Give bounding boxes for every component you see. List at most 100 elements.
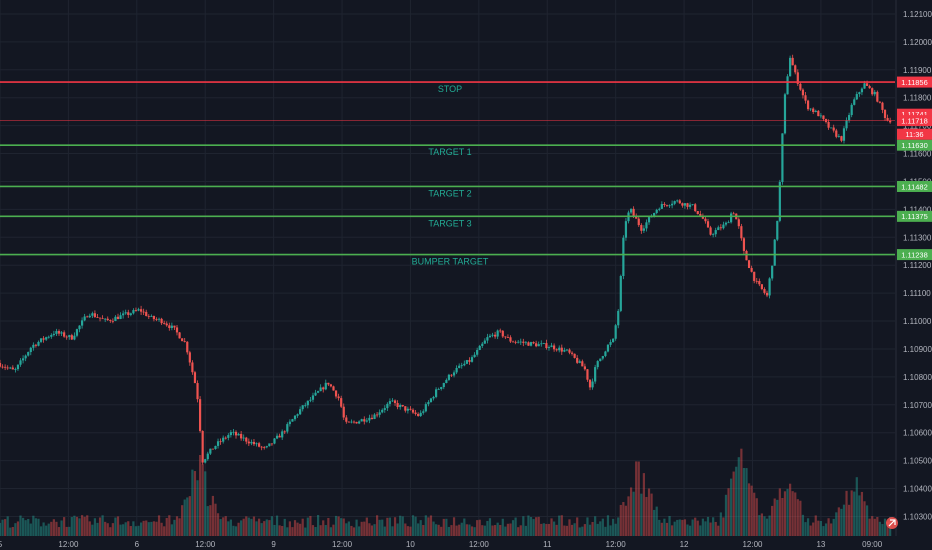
candle-body [647, 217, 651, 223]
candle-body [517, 341, 520, 343]
candle-body [514, 341, 517, 343]
candle-body [240, 433, 243, 439]
volume-bar [260, 523, 263, 536]
candle-body [542, 343, 545, 344]
volume-bar [288, 521, 291, 536]
candle-body [265, 446, 268, 448]
candle-body [765, 292, 769, 296]
volume-bar [578, 527, 581, 536]
candle-body [853, 99, 856, 105]
candle-body [242, 437, 245, 439]
candle-body [470, 357, 474, 362]
volume-bar [560, 515, 563, 536]
candle-body [414, 412, 417, 414]
price-tick-label: 1.11300 [903, 233, 932, 242]
volume-bar [11, 526, 14, 536]
volume-bar [155, 521, 158, 536]
volume-bar [658, 519, 661, 536]
volume-bar [145, 520, 148, 536]
volume-bar [853, 491, 856, 536]
volume-bar [735, 466, 738, 536]
candle-body [168, 325, 171, 328]
candle-body [724, 222, 728, 225]
candle-body [163, 323, 166, 324]
candle-body [327, 382, 330, 385]
volume-bar [327, 518, 330, 536]
volume-bar [91, 524, 94, 536]
volume-bar [886, 522, 889, 536]
volume-bar [445, 518, 448, 536]
candle-body [550, 345, 553, 348]
volume-bar [345, 523, 348, 536]
volume-bar [206, 506, 209, 536]
candle-body [529, 342, 533, 346]
volume-bar [201, 464, 204, 536]
volume-bar [168, 515, 171, 536]
candle-body [311, 395, 315, 400]
price-tick-label: 1.10800 [903, 373, 932, 382]
candle-body [883, 109, 887, 118]
volume-bar [386, 517, 389, 536]
price-tick-label: 1.10300 [903, 512, 932, 521]
candle-body [450, 374, 453, 376]
volume-bar [24, 520, 27, 536]
level-price-tag [897, 76, 932, 88]
level-price-tag [897, 180, 932, 192]
candle-body [27, 352, 30, 356]
volume-bar [447, 526, 451, 536]
candle-body [101, 318, 104, 320]
candle-body [406, 408, 409, 411]
candle-body [206, 453, 209, 460]
volume-bar [504, 526, 507, 536]
volume-bar [211, 495, 215, 536]
candle-body [104, 318, 107, 320]
time-tick-label: 12 [680, 540, 689, 549]
candle-body [324, 382, 327, 390]
time-axis[interactable]: 5 12:00 6 12:00 9 12:00 10 12:00 11 12:00 12 12:00 1… [0, 540, 883, 549]
volume-bar [316, 515, 320, 536]
volume-bar [676, 519, 679, 536]
candle-body [642, 228, 645, 231]
volume-bar [301, 518, 304, 536]
candle-body [188, 352, 191, 363]
volume-bar [619, 504, 622, 536]
volume-bar [694, 517, 697, 536]
volume-bar [173, 519, 176, 536]
volume-bar [21, 517, 25, 536]
price-tick-label: 1.10400 [903, 485, 932, 494]
volume-bar [814, 515, 817, 536]
volume-bar [257, 518, 261, 536]
volume-bar [160, 522, 163, 536]
horizontal-levels[interactable]: STOP TARGET 1 TARGET 2 TARGET 3 BUMPER TARGE… [0, 81, 895, 267]
volume-bar [134, 526, 138, 536]
volume-bar [247, 517, 250, 536]
volume-bar [440, 526, 443, 536]
volume-bar [278, 525, 281, 536]
candle-body [732, 213, 735, 215]
volume-bar [88, 521, 91, 536]
candle-body [750, 268, 753, 272]
volume-bar [476, 520, 479, 536]
candle-body [878, 101, 881, 103]
volume-bar [186, 497, 189, 536]
volume-bar [840, 508, 843, 536]
volume-bar [514, 517, 517, 536]
candle-body [683, 203, 687, 206]
candle-body [522, 341, 525, 343]
volume-bar [127, 521, 130, 536]
price-axis[interactable]: 1.12100 1.12000 1.11900 1.11800 1.11700 1.116… [903, 10, 932, 521]
candle-body [799, 83, 802, 90]
candle-body [527, 342, 530, 346]
price-tick-label: 1.11200 [903, 261, 932, 270]
price-tick-label: 1.11700 [903, 122, 932, 131]
candle-body [686, 203, 689, 207]
time-tick-label: 12:00 [742, 540, 763, 549]
candle-body [778, 181, 781, 221]
volume-bar [463, 518, 466, 536]
volume-bar [142, 520, 145, 536]
candle-body [440, 387, 443, 389]
volume-bar [632, 491, 635, 536]
candle-body [758, 281, 761, 285]
